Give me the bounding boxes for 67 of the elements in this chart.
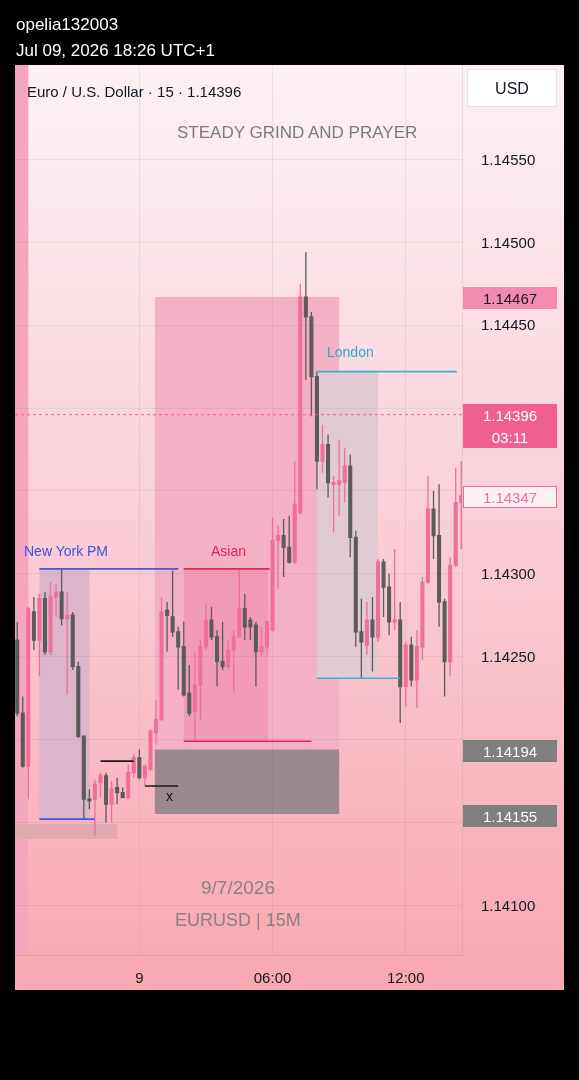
text: Euro / U.S. Dollar · 15 · 1.14396 [27,83,242,101]
candlestick [203,602,208,651]
text: 1.14467 [482,289,538,307]
candlestick [448,556,453,678]
candlestick [409,636,414,688]
candlestick [403,641,408,708]
candlestick [137,748,142,780]
annotation: x [166,788,173,804]
candlestick [326,433,331,499]
candlestick [320,424,325,474]
candlestick [364,601,369,656]
candlestick [65,591,70,696]
text: opelia132003 [16,15,119,34]
candlestick [115,777,120,805]
text: 1.14194 [482,742,538,760]
x-tick-label: 9 [135,969,144,986]
candlestick [165,601,170,653]
candlestick [59,568,64,626]
candlestick [392,548,397,631]
candlestick [26,606,31,800]
candlestick [20,695,25,769]
candlestick [253,621,258,688]
candlestick [15,621,20,717]
candlestick [153,699,158,746]
candlestick [425,475,430,585]
candlestick [92,778,97,837]
y-axis-title: USD [495,79,529,97]
candlestick [348,453,353,558]
candlestick [226,639,231,671]
y-tick-label: 1.14500 [481,233,536,251]
text: 1.14155 [482,807,538,825]
candlestick [42,591,47,656]
y-tick-label: 1.14300 [481,565,536,583]
candlestick [442,598,447,698]
candlestick [126,763,131,800]
candlestick [370,596,375,673]
ref-line-label: 1.14396 [482,406,538,424]
annotation: Asian [211,543,247,559]
y-tick-label: 1.14450 [481,316,536,334]
candlestick [220,621,225,671]
candlestick [159,596,164,722]
candlestick [398,601,403,724]
candlestick [120,786,125,799]
text: STEADY GRIND AND PRAYER [177,123,418,142]
text: 1.14347 [482,488,538,506]
annotation: London [327,344,374,360]
text: Jul 09, 2026 18:26 UTC+1 [16,41,215,60]
candlestick [375,558,381,643]
x-tick-label: 12:00 [386,969,425,986]
candlestick [98,772,103,799]
x-tick-label: 06:00 [253,969,292,986]
candlestick [37,593,42,678]
candlestick [131,753,136,779]
candlestick [104,772,109,824]
candlestick [314,370,319,490]
y-tick-label: 1.14550 [481,150,536,168]
candlestick [109,780,114,824]
candlestick [259,626,264,658]
annotation: New York PM [24,543,109,559]
y-tick-label: 1.14100 [481,896,536,914]
annotation: 9/7/2026 [201,877,275,898]
annotation: EURUSD | 15M [175,910,301,930]
candlestick [342,447,347,504]
text: 03:11 [491,428,529,446]
y-tick-label: 1.14250 [481,647,536,665]
candlestick [264,619,269,656]
candlestick [31,596,36,651]
